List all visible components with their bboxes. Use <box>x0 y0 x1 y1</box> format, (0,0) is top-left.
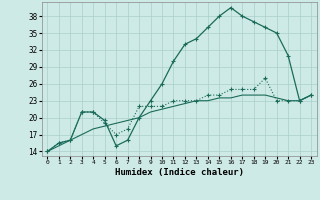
X-axis label: Humidex (Indice chaleur): Humidex (Indice chaleur) <box>115 168 244 177</box>
